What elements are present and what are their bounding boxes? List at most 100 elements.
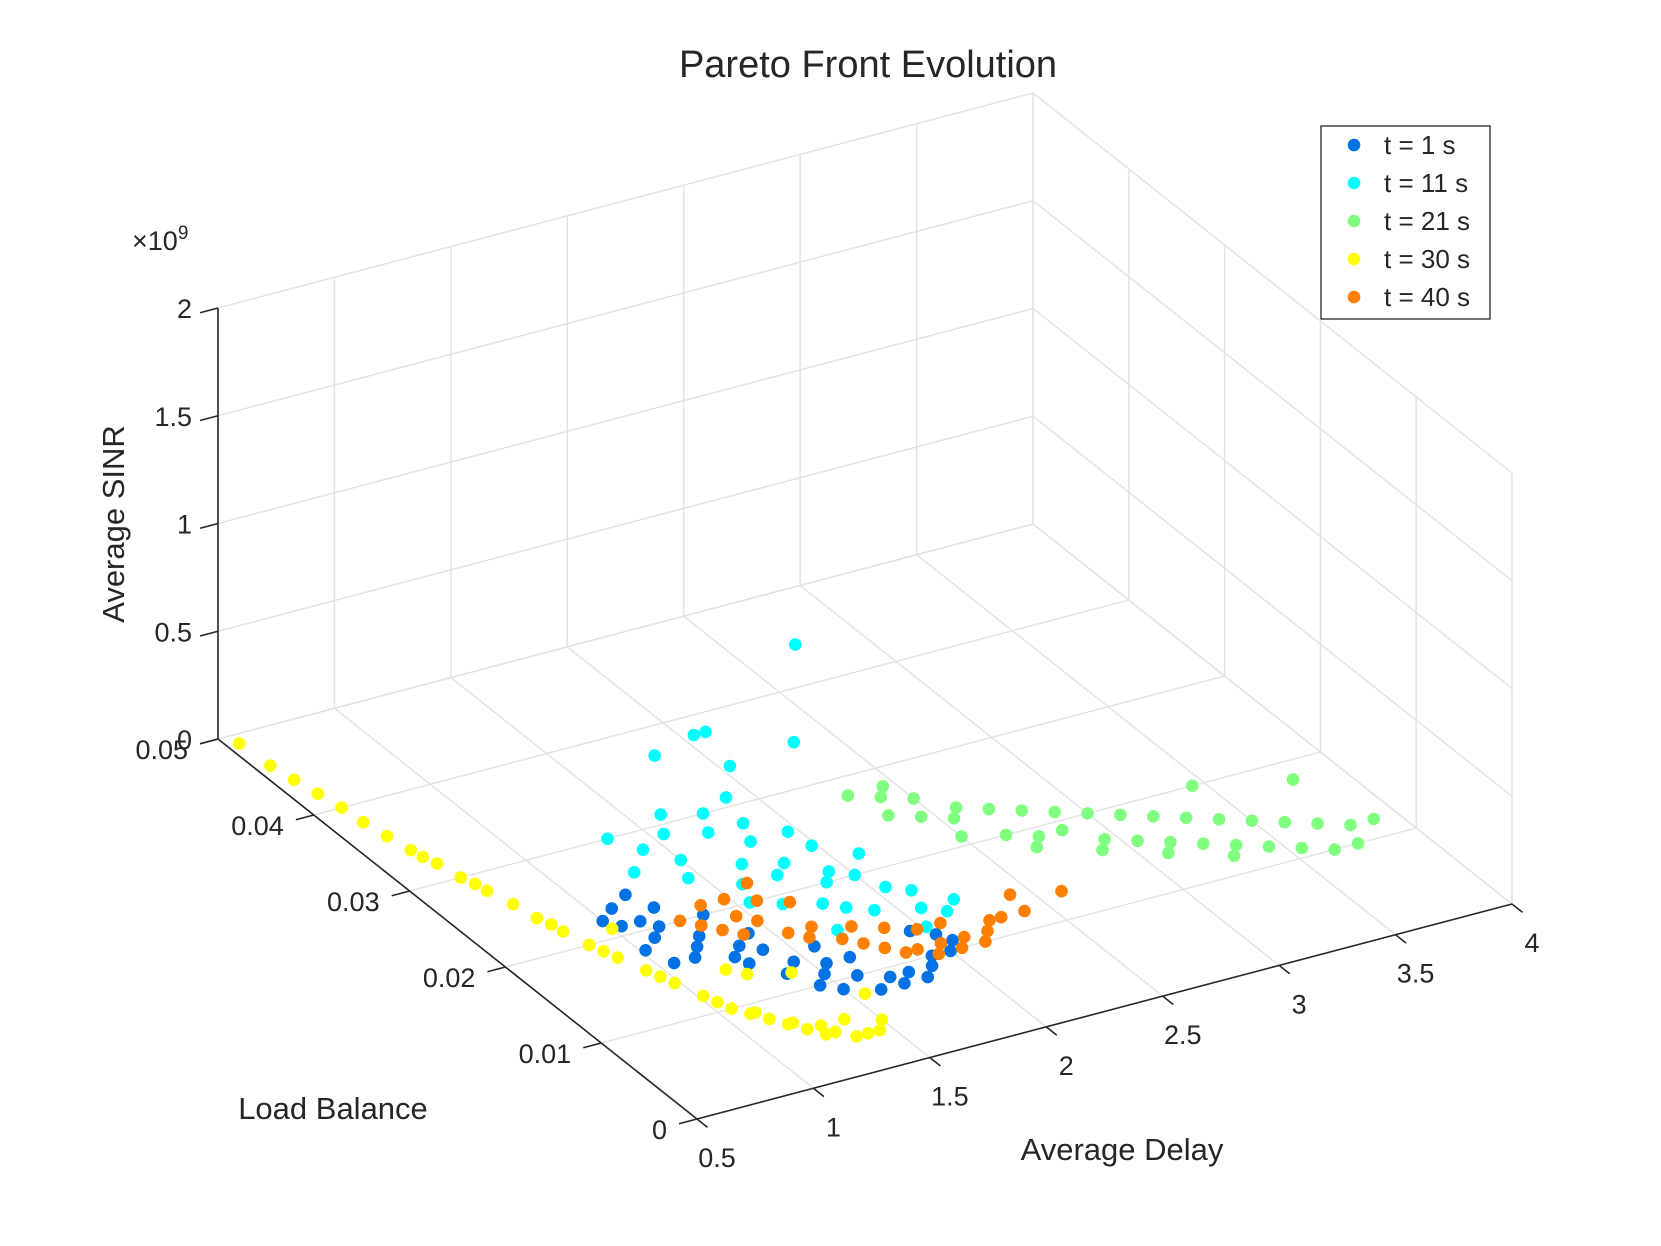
data-point	[696, 989, 710, 1003]
data-point	[694, 899, 707, 912]
data-point	[783, 895, 797, 909]
data-point	[1328, 843, 1341, 856]
data-point	[690, 940, 704, 954]
data-point	[1295, 841, 1309, 855]
data-point	[480, 884, 494, 898]
data-point	[737, 928, 750, 941]
data-point	[843, 950, 857, 964]
data-point	[777, 856, 791, 870]
data-point	[647, 901, 661, 914]
data-point	[940, 904, 954, 918]
data-point	[380, 829, 394, 843]
data-point	[829, 1025, 842, 1039]
y-tick-label: 0	[652, 1115, 667, 1145]
data-point	[719, 791, 733, 804]
x-tick-label: 2.5	[1164, 1020, 1202, 1050]
data-point	[657, 827, 670, 841]
floor-grid-line	[450, 677, 931, 1059]
legend-marker	[1347, 290, 1361, 304]
data-point	[1344, 818, 1357, 832]
data-point	[805, 839, 818, 852]
legend-marker	[1347, 214, 1361, 228]
data-point	[1278, 815, 1291, 829]
floor-grid-line	[916, 554, 1397, 936]
data-point	[874, 983, 888, 996]
z-exponent-base: ×10	[132, 226, 178, 256]
z-tick-label: 2	[177, 294, 192, 324]
z-tick-mark	[199, 414, 219, 422]
back-wall-grid-line	[217, 200, 1034, 417]
data-point	[873, 1023, 887, 1037]
legend-label: t = 21 s	[1384, 206, 1470, 236]
data-point	[719, 963, 733, 976]
z-tick-label: 1.5	[154, 402, 192, 432]
data-point	[955, 941, 969, 955]
data-point	[787, 735, 801, 749]
data-point	[605, 922, 619, 935]
data-point	[946, 933, 959, 947]
data-point	[740, 876, 754, 890]
data-point	[582, 938, 596, 952]
data-point	[787, 955, 800, 969]
data-point	[862, 1027, 875, 1040]
data-point	[1147, 810, 1160, 823]
legend-item: t = 1 s	[1347, 130, 1456, 160]
floor-grid-line	[409, 675, 1225, 892]
data-point	[981, 924, 994, 938]
data-point	[925, 959, 939, 973]
data-point	[994, 910, 1008, 924]
legend-label: t = 1 s	[1384, 130, 1456, 160]
data-point	[868, 903, 881, 917]
data-point	[1098, 833, 1111, 846]
data-point	[335, 801, 349, 814]
legend-label: t = 30 s	[1384, 244, 1470, 274]
data-point	[673, 914, 687, 928]
data-point	[430, 857, 444, 870]
data-point	[287, 773, 301, 786]
data-point	[1081, 807, 1094, 820]
data-point	[898, 977, 911, 990]
data-point	[934, 916, 947, 930]
data-point	[717, 892, 731, 906]
data-point	[601, 832, 614, 846]
legend: t = 1 s t = 11 s t = 21 s t = 30 s t = 40 s	[1320, 125, 1491, 320]
floor-grid-line	[683, 615, 1164, 997]
data-point	[879, 880, 892, 894]
legend-marker	[1347, 252, 1361, 266]
x-tick-mark	[696, 1118, 709, 1128]
data-point	[611, 951, 624, 964]
legend-label: t = 11 s	[1384, 168, 1468, 198]
data-point	[264, 759, 277, 772]
y-tick-label: 0.02	[423, 963, 476, 993]
back-wall-grid-line	[217, 307, 1034, 525]
x-tick-mark	[812, 1087, 825, 1098]
data-point	[744, 835, 757, 848]
x-tick-mark	[1162, 995, 1174, 1006]
z-tick-label: 0	[177, 725, 192, 755]
side-wall-grid-line	[1032, 200, 1513, 582]
data-point	[934, 937, 948, 950]
data-point	[1030, 840, 1044, 854]
x-tick-label: 3	[1292, 989, 1307, 1019]
data-point	[1262, 840, 1276, 853]
series-t-11-s	[601, 638, 961, 937]
y-tick-label: 0.04	[231, 811, 284, 841]
data-point	[530, 911, 544, 925]
floor-grid-line	[333, 707, 814, 1089]
data-point	[786, 1016, 800, 1030]
data-point	[736, 817, 750, 830]
data-point	[979, 935, 992, 948]
data-point	[947, 812, 961, 825]
y-axis-label: Load Balance	[238, 1091, 428, 1126]
y-tick-mark	[391, 890, 410, 897]
data-point	[750, 894, 764, 907]
points-layer	[232, 638, 1381, 1043]
data-point	[905, 884, 918, 897]
data-point	[932, 947, 946, 961]
data-point	[1245, 814, 1259, 827]
x-tick-mark	[1511, 903, 1524, 913]
data-point	[748, 1006, 762, 1019]
data-point	[1367, 812, 1381, 826]
data-point	[910, 923, 924, 936]
x-tick-label: 1	[826, 1112, 841, 1142]
